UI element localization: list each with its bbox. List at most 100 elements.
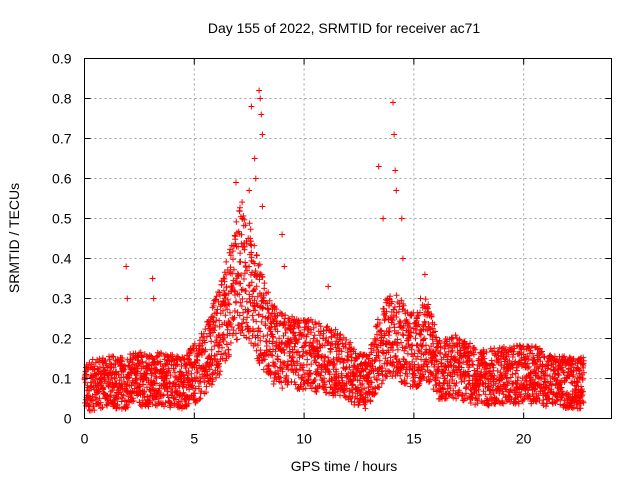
data-point: [208, 381, 215, 388]
data-point: [237, 250, 244, 257]
data-point: [257, 95, 264, 102]
data-point: [313, 321, 319, 328]
data-point: [151, 370, 158, 377]
data-point: [425, 358, 431, 365]
data-point: [498, 362, 505, 369]
data-point: [128, 382, 135, 389]
data-point: [385, 328, 392, 335]
data-point: [247, 238, 254, 245]
data-point: [274, 328, 281, 335]
data-point: [331, 361, 338, 368]
data-point: [239, 296, 246, 302]
data-point: [220, 298, 227, 305]
data-point: [222, 292, 229, 298]
data-point: [447, 385, 454, 392]
data-point: [123, 398, 130, 405]
data-point: [304, 356, 311, 363]
data-point: [258, 357, 265, 363]
y-tick-label: 0.3: [52, 291, 72, 307]
data-point: [216, 317, 223, 324]
data-point: [374, 335, 381, 342]
data-point: [545, 362, 552, 369]
x-axis-label: GPS time / hours: [291, 458, 398, 474]
data-point: [359, 380, 366, 387]
data-point: [286, 343, 293, 350]
data-point: [244, 267, 250, 274]
data-point: [243, 298, 250, 305]
data-point: [258, 111, 265, 118]
data-point: [134, 379, 140, 386]
data-point: [446, 359, 453, 366]
data-point: [407, 324, 413, 331]
data-point: [580, 388, 586, 395]
data-point: [363, 352, 370, 359]
data-point: [266, 363, 273, 370]
y-tick-label: 0.4: [52, 251, 72, 267]
data-point: [350, 377, 357, 384]
data-point: [290, 329, 297, 336]
data-point: [109, 387, 116, 394]
data-point: [476, 392, 483, 399]
data-point: [242, 222, 249, 229]
data-point: [96, 395, 103, 402]
data-point: [489, 386, 496, 393]
data-point: [141, 388, 148, 395]
data-point: [217, 292, 223, 298]
data-point: [412, 372, 419, 379]
data-point: [208, 362, 215, 369]
data-point: [463, 390, 469, 397]
data-point: [245, 308, 252, 315]
data-point: [149, 401, 156, 408]
data-point: [272, 363, 279, 370]
data-point: [253, 318, 260, 325]
data-point: [246, 263, 253, 270]
data-point: [432, 328, 438, 335]
data-point: [240, 316, 247, 323]
data-point: [394, 346, 401, 353]
data-point: [561, 353, 568, 360]
data-point: [417, 331, 424, 338]
data-point: [148, 377, 155, 384]
data-point: [349, 389, 356, 396]
data-point: [209, 378, 216, 385]
data-point: [405, 320, 412, 327]
data-point: [453, 380, 460, 386]
data-point: [196, 396, 203, 403]
data-point: [123, 263, 130, 270]
data-point: [542, 387, 549, 393]
data-point: [216, 360, 223, 367]
data-point: [209, 360, 216, 366]
data-point: [367, 398, 374, 405]
data-point: [428, 332, 435, 339]
data-point: [237, 204, 243, 211]
data-point: [233, 179, 239, 186]
data-point: [213, 374, 220, 381]
data-point: [189, 384, 196, 391]
data-point: [442, 377, 449, 384]
data-point: [334, 341, 341, 348]
data-point: [452, 332, 459, 339]
data-point: [303, 361, 310, 368]
data-point: [321, 381, 328, 388]
data-point: [302, 349, 309, 356]
data-point: [461, 378, 468, 384]
data-point: [456, 387, 463, 394]
data-point: [405, 341, 412, 348]
data-point: [533, 369, 540, 376]
data-point: [270, 334, 277, 341]
data-point: [245, 328, 252, 335]
data-point: [130, 397, 137, 404]
data-point: [350, 346, 357, 353]
data-point: [540, 353, 547, 360]
data-point: [453, 395, 460, 402]
data-point: [181, 375, 188, 382]
data-point: [203, 383, 210, 390]
data-point: [375, 348, 382, 355]
data-point: [159, 400, 166, 407]
data-point: [257, 337, 264, 344]
data-point: [406, 332, 413, 339]
data-point: [234, 336, 241, 343]
data-point: [246, 335, 253, 342]
data-point: [404, 350, 411, 357]
data-point: [253, 347, 260, 354]
